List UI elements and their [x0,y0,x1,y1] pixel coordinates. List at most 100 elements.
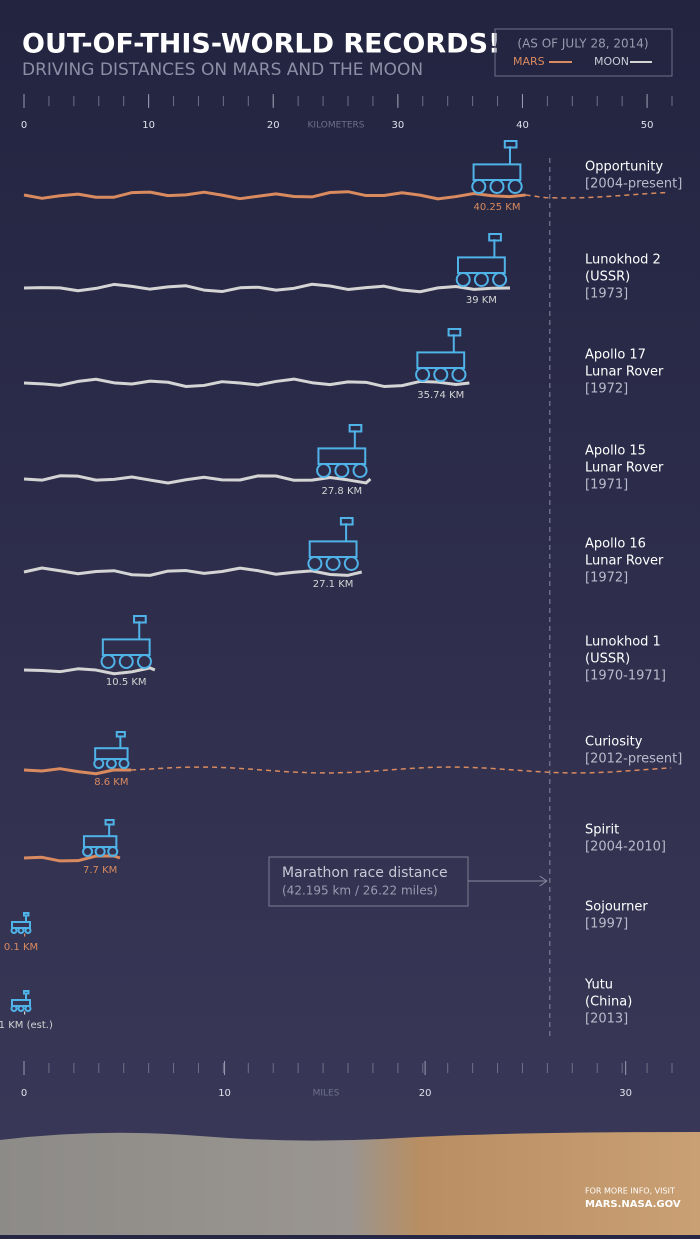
footer: MARS.NASA.GOV [585,1199,681,1210]
rover-wheel [82,846,94,857]
legend-label: MOON [594,55,629,68]
rover-head [115,730,126,738]
rover-icon [415,328,467,382]
annotation-arrowhead [539,875,548,887]
value-label: 39 KM [466,295,497,306]
category-label: Sojourner [585,900,648,915]
rover-wheel [17,1005,25,1012]
x2-axis-label: MILES [313,1089,340,1099]
rover-head [23,990,30,995]
rover-wheel [451,367,467,382]
date-label: [2004-present] [585,177,682,192]
distance-line [23,474,372,485]
terrain [0,1132,700,1235]
rover-wheel [10,927,18,934]
value-label: 27.8 KM [322,486,363,497]
ongoing-line [131,766,672,774]
rover-wheel [100,654,116,669]
distance-line [23,767,132,776]
rover-head [503,140,518,149]
distance-line [23,666,156,676]
date-label: [1997] [585,917,628,932]
rover-wheel [24,1005,32,1012]
category-label: Apollo 17 [585,348,646,363]
rover-icon [471,140,523,194]
tick-label: 0 [21,120,27,131]
annotation: Marathon race distance [282,865,448,881]
chart-title: OUT-OF-THIS-WORLD RECORDS! [22,29,500,60]
tick-label: 10 [218,1088,231,1099]
rover-head [447,328,462,337]
rover-wheel [507,179,523,194]
legend-label: MARS [513,55,545,68]
category-label: Apollo 15 [585,444,646,459]
value-label: 8.6 KM [94,777,128,788]
tick-label: 30 [391,120,404,131]
rover-head [23,912,30,917]
rover-wheel [473,272,489,287]
rover-wheel [118,758,130,769]
date-label: [1971] [585,478,628,493]
rover-wheel [24,927,32,934]
tick-label: 50 [641,120,654,131]
annotation-sub: (42.195 km / 26.22 miles) [282,884,438,898]
value-label: 0.1 KM (est.) [0,1020,53,1031]
rover-wheel [489,179,505,194]
rover-head [348,424,363,433]
tick-label: 20 [419,1088,432,1099]
rover-wheel [10,1005,18,1012]
category-label: Lunokhod 2 [585,253,661,268]
rover-wheel [93,758,105,769]
date-label: [2004-2010] [585,840,666,855]
rover-wheel [325,556,341,571]
rover-wheel [492,272,508,287]
rover-wheel [17,927,25,934]
tick-label: 30 [619,1088,632,1099]
category-label: Lunar Rover [585,554,664,569]
tick-label: 10 [142,120,155,131]
rover-icon [307,517,359,571]
note: (AS OF JULY 28, 2014) [517,37,648,51]
rover-icon [100,615,152,669]
rover-wheel [105,758,117,769]
footer: FOR MORE INFO, VISIT [585,1187,675,1196]
category-label: Lunokhod 1 [585,635,661,650]
distance-line [23,377,470,389]
rover-icon [455,233,508,287]
date-label: [1973] [585,287,628,302]
rover-wheel [107,846,119,857]
rover-head [133,615,147,624]
date-label: [2012-present] [585,752,682,767]
tick-label: 40 [516,120,529,131]
category-label: (China) [585,995,632,1010]
rover-wheel [415,367,431,382]
rover-wheel [307,556,323,571]
rover-head [104,818,115,826]
value-label: 40.25 KM [473,202,520,213]
x-axis-label: KILOMETERS [308,121,365,131]
rover-wheel [118,654,134,669]
date-label: [1970-1971] [585,669,666,684]
rover-icon [10,990,32,1012]
date-label: [1972] [585,571,628,586]
chart-subtitle: DRIVING DISTANCES ON MARS AND THE MOON [22,60,423,80]
tick-label: 20 [267,120,280,131]
rover-wheel [471,179,487,194]
rover-wheel [352,463,368,478]
rover-wheel [136,654,152,669]
date-label: [2013] [585,1012,628,1027]
tick-label: 0 [21,1088,27,1099]
value-label: 7.7 KM [83,865,117,876]
rover-head [339,517,354,526]
rover-wheel [316,463,332,478]
rover-head [488,233,502,242]
legend-box [494,28,673,77]
rover-wheel [433,367,449,382]
category-label: Curiosity [585,735,643,750]
category-label: Yutu [584,978,613,993]
category-label: (USSR) [585,270,630,285]
rover-wheel [94,846,106,857]
category-label: Apollo 16 [585,537,646,552]
